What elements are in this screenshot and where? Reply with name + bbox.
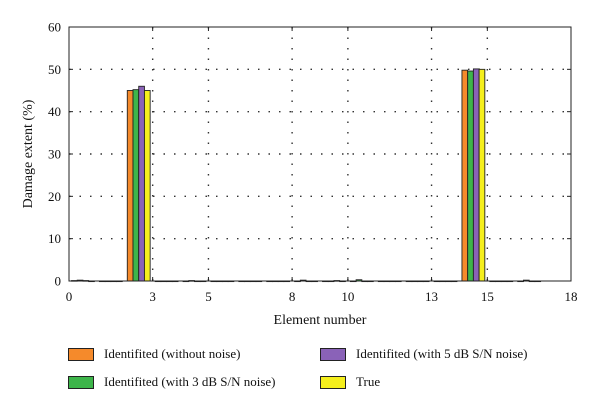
y-tick-label: 60	[48, 20, 61, 35]
y-tick-label: 0	[55, 274, 62, 289]
legend-label: True	[356, 374, 381, 389]
y-axis-label: Damage extent (%)	[21, 99, 36, 208]
legend-swatch-purple	[320, 347, 346, 361]
bar	[143, 90, 151, 282]
x-tick-label: 15	[481, 289, 494, 304]
y-tick-label: 30	[48, 147, 61, 162]
y-tick-label: 50	[48, 62, 61, 77]
bars	[71, 68, 542, 283]
x-tick-label: 0	[66, 289, 73, 304]
y-tick-label: 40	[48, 104, 61, 119]
bar	[472, 68, 480, 282]
x-tick-label: 8	[289, 289, 296, 304]
y-tick-label: 20	[48, 189, 61, 204]
legend-label: Identifited (without noise)	[104, 346, 241, 361]
legend-swatch-yellow	[320, 375, 346, 389]
legend-label: Identifited (with 5 dB S/N noise)	[356, 346, 528, 361]
x-axis-label: Element number	[274, 313, 367, 328]
legend-item-without-noise: Identifited (without noise)	[68, 346, 240, 362]
x-tick-label: 5	[205, 289, 212, 304]
x-tick-label: 13	[425, 289, 438, 304]
bar	[132, 89, 140, 282]
bar	[138, 85, 145, 282]
ticks: 0 10 20 30 40 50 60 0 3 5 8 10 13 15 18	[48, 20, 578, 305]
legend: Identifited (without noise) Identifited …	[68, 346, 588, 406]
chart: 0 10 20 30 40 50 60 0 3 5 8 10 13 15 18 Element number…	[21, 20, 578, 329]
bar	[126, 90, 134, 282]
x-tick-label: 18	[565, 289, 578, 304]
bar	[461, 69, 469, 282]
legend-item-5db-noise: Identifited (with 5 dB S/N noise)	[320, 346, 528, 362]
x-tick-label: 10	[341, 289, 354, 304]
legend-swatch-orange	[68, 347, 94, 361]
x-tick-label: 3	[149, 289, 156, 304]
bar	[478, 68, 486, 282]
legend-item-3db-noise: Identifited (with 3 dB S/N noise)	[68, 374, 276, 390]
y-tick-label: 10	[48, 231, 61, 246]
bar	[467, 70, 474, 282]
grid	[69, 27, 571, 281]
legend-label: Identifited (with 3 dB S/N noise)	[104, 374, 276, 389]
legend-item-true: True	[320, 374, 380, 390]
legend-swatch-green	[68, 375, 94, 389]
